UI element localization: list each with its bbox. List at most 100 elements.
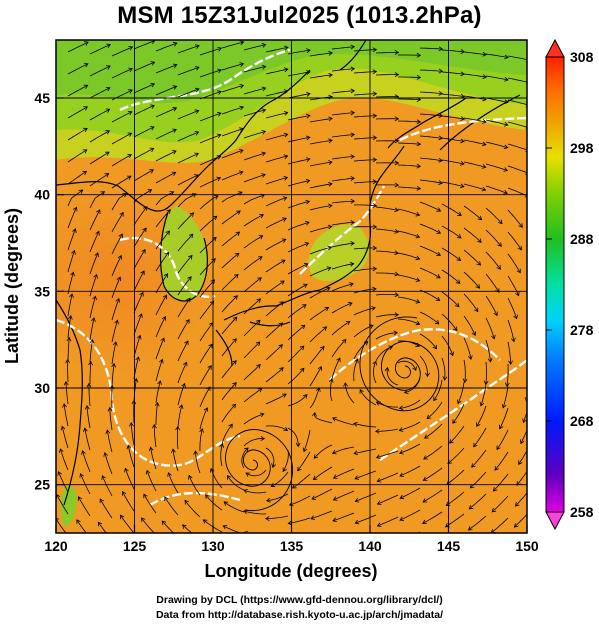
streamline-arrow	[434, 319, 440, 325]
streamline	[177, 362, 187, 384]
streamline-arrow	[188, 474, 193, 480]
streamline-arrow	[105, 87, 111, 92]
streamline-arrow	[122, 193, 128, 198]
streamline-arrow	[154, 401, 160, 407]
streamline	[177, 45, 200, 54]
streamline-arrow	[114, 319, 119, 325]
streamline	[419, 355, 428, 377]
streamline-arrow	[422, 498, 428, 503]
streamline-arrow	[295, 442, 301, 448]
streamline-arrow	[188, 254, 193, 260]
streamline-arrow	[496, 445, 501, 451]
streamline-arrow	[283, 154, 289, 160]
streamline-arrow	[150, 61, 156, 66]
streamline-arrow	[349, 282, 354, 287]
streamline-arrow	[208, 343, 213, 349]
streamline	[309, 326, 327, 343]
streamline	[491, 517, 509, 533]
streamline-arrow	[161, 520, 167, 526]
streamline-arrow	[115, 297, 121, 303]
streamline-arrow	[283, 426, 289, 431]
streamline-arrow	[399, 472, 405, 477]
streamline-arrow	[278, 344, 283, 349]
streamline	[89, 296, 96, 319]
streamline-arrow	[128, 89, 133, 94]
streamline-arrow	[88, 360, 93, 366]
streamline-arrow	[212, 215, 218, 221]
y-axis-label: Latitude (degrees)	[2, 208, 22, 364]
streamline	[399, 509, 421, 521]
streamline	[188, 475, 201, 496]
streamline-arrow	[245, 472, 250, 477]
streamline	[471, 449, 487, 468]
streamline-arrow	[147, 189, 153, 194]
streamline-arrow	[477, 215, 483, 221]
streamline	[419, 91, 443, 94]
streamline-arrow	[266, 537, 270, 541]
streamline	[309, 183, 333, 189]
streamline-arrow	[239, 105, 245, 111]
streamline	[199, 279, 215, 298]
streamline-arrow	[126, 444, 132, 450]
streamline	[375, 294, 399, 296]
streamline-arrow	[239, 62, 245, 67]
streamline	[243, 320, 261, 337]
streamline-arrow	[328, 378, 334, 383]
streamline-arrow	[416, 163, 422, 169]
streamline-arrow	[136, 334, 142, 340]
streamline	[333, 490, 355, 501]
streamline	[441, 71, 465, 75]
streamline-arrow	[217, 68, 222, 74]
streamline	[89, 108, 110, 121]
streamline-arrow	[305, 220, 310, 226]
streamline-arrow	[172, 63, 178, 69]
streamline	[199, 112, 222, 122]
x-tick-label: 130	[201, 538, 225, 554]
streamline	[353, 115, 377, 118]
streamline	[124, 468, 135, 490]
streamline-arrow	[422, 476, 428, 481]
streamline-arrow	[62, 403, 67, 408]
streamline-arrow	[172, 41, 178, 47]
streamline-arrow	[491, 550, 495, 554]
streamline	[172, 449, 179, 472]
streamline-arrow	[436, 207, 442, 212]
streamline-arrow	[261, 64, 267, 70]
streamline-arrow	[205, 494, 210, 499]
streamline-arrow	[195, 44, 200, 49]
streamline-arrow	[105, 108, 111, 113]
streamline-arrow	[476, 422, 481, 427]
streamline	[426, 401, 443, 419]
streamline-arrow	[482, 119, 487, 124]
streamline-arrow	[455, 279, 461, 284]
streamline	[514, 513, 527, 528]
streamline-arrow	[217, 111, 222, 117]
streamline-arrow	[222, 525, 228, 530]
streamline-arrow	[494, 466, 499, 471]
streamline	[463, 293, 479, 312]
streamline-arrow	[514, 502, 520, 507]
streamline	[97, 522, 107, 533]
streamline	[463, 73, 487, 78]
streamline-arrow	[106, 65, 111, 70]
streamline-arrow	[194, 87, 200, 93]
streamline	[377, 472, 399, 482]
streamline-arrow	[394, 182, 400, 188]
streamline-arrow	[159, 358, 164, 364]
streamline	[485, 97, 508, 103]
streamline	[199, 343, 213, 364]
streamline-arrow	[300, 324, 306, 330]
streamline	[82, 450, 91, 473]
streamline	[199, 322, 214, 342]
streamline	[331, 283, 354, 292]
streamline	[89, 44, 111, 55]
streamline	[282, 449, 289, 472]
streamline	[485, 141, 508, 149]
streamline	[331, 46, 355, 50]
streamline-arrow	[416, 119, 422, 125]
streamline	[309, 74, 333, 79]
streamline	[463, 161, 486, 168]
streamline-arrow	[111, 362, 117, 368]
streamline	[457, 381, 465, 404]
streamline-arrow	[82, 149, 88, 154]
